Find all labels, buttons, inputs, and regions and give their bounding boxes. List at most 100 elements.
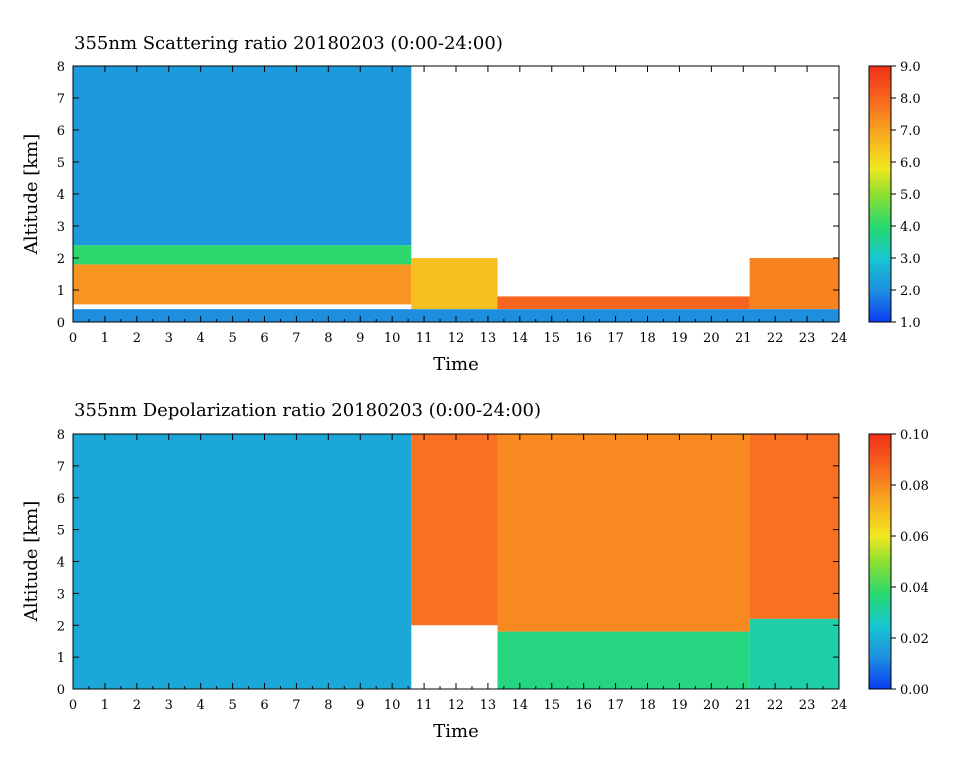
x-tick-label: 16 [575, 698, 592, 713]
x-tick-label: 17 [607, 331, 624, 346]
panel1-x-axis: 0 1 2 3 4 5 6 7 8 9 10 11 12 13 14 15 16 17 18 19 20 21 22 23 24 [69, 66, 847, 346]
panel2-x-label: Time [433, 721, 478, 742]
y-tick-label: 3 [57, 587, 65, 602]
x-tick-label: 4 [197, 698, 205, 713]
colorbar-tick-label: 4.0 [900, 220, 921, 235]
x-tick-label: 21 [735, 331, 752, 346]
colorbar-tick-label: 0.04 [900, 581, 929, 596]
y-tick-label: 1 [57, 651, 65, 666]
heatmap-region-4 [749, 434, 839, 619]
panel2-colorbar [868, 433, 892, 690]
x-tick-label: 1 [101, 698, 109, 713]
x-tick-label: 11 [416, 698, 433, 713]
x-tick-label: 22 [767, 331, 784, 346]
colorbar-tick-label: 9.0 [900, 60, 921, 75]
x-tick-label: 23 [799, 331, 816, 346]
x-tick-label: 2 [133, 698, 141, 713]
y-tick-label: 8 [57, 60, 65, 75]
x-tick-label: 0 [69, 331, 77, 346]
x-tick-label: 14 [512, 698, 529, 713]
heatmap-region-5 [749, 618, 839, 689]
x-tick-label: 6 [260, 698, 268, 713]
colorbar-tick-label: 2.0 [900, 284, 921, 299]
y-tick-label: 5 [57, 524, 65, 539]
y-tick-label: 0 [57, 683, 65, 698]
x-tick-label: 10 [384, 331, 401, 346]
heatmap-region-6 [749, 258, 839, 310]
x-tick-label: 18 [639, 698, 656, 713]
x-tick-label: 1 [101, 331, 109, 346]
y-tick-label: 2 [57, 619, 65, 634]
scattering-ratio-heatmap [73, 66, 839, 322]
x-tick-label: 15 [543, 698, 560, 713]
panel2-colorbar-ticks: 0.00 0.02 0.04 0.06 0.08 0.10 [891, 428, 929, 698]
x-tick-label: 9 [356, 331, 364, 346]
x-tick-label: 19 [671, 698, 688, 713]
colorbar-tick-label: 0.06 [900, 530, 929, 545]
panel1-y-label: Altitude [km] [21, 134, 42, 256]
colorbar-tick-label: 7.0 [900, 124, 921, 139]
panel1-y-axis: 0 1 2 3 4 5 6 7 8 [57, 60, 839, 331]
heatmap-region-0 [73, 434, 412, 689]
x-tick-label: 5 [228, 331, 236, 346]
y-tick-label: 4 [57, 188, 65, 203]
x-tick-label: 13 [480, 698, 497, 713]
x-tick-label: 21 [735, 698, 752, 713]
panel2-title: 355nm Depolarization ratio 20180203 (0:0… [74, 400, 541, 421]
x-tick-label: 13 [480, 331, 497, 346]
y-tick-label: 6 [57, 124, 65, 139]
y-tick-label: 5 [57, 156, 65, 171]
x-tick-label: 24 [831, 331, 848, 346]
heatmap-region-1 [73, 245, 412, 265]
y-tick-label: 3 [57, 220, 65, 235]
x-tick-label: 4 [197, 331, 205, 346]
colorbar-tick-label: 0.10 [900, 428, 929, 443]
colorbar-tick-label: 0.00 [900, 683, 929, 698]
x-tick-label: 7 [292, 698, 300, 713]
panel1-title: 355nm Scattering ratio 20180203 (0:00-24… [74, 33, 503, 54]
heatmap-region-3 [497, 631, 750, 689]
x-tick-label: 11 [416, 331, 433, 346]
panel2-x-axis: 0 1 2 3 4 5 6 7 8 9 10 11 12 13 14 15 16 17 18 19 20 21 22 23 24 [69, 434, 847, 713]
x-tick-label: 14 [512, 331, 529, 346]
x-tick-label: 8 [324, 331, 332, 346]
x-tick-label: 12 [448, 698, 465, 713]
x-tick-label: 17 [607, 698, 624, 713]
x-tick-label: 2 [133, 331, 141, 346]
x-tick-label: 18 [639, 331, 656, 346]
y-tick-label: 7 [57, 92, 65, 107]
x-tick-label: 24 [831, 698, 848, 713]
heatmap-region-2 [497, 434, 750, 632]
panel2-y-label: Altitude [km] [21, 501, 42, 623]
heatmap-region-5 [497, 296, 750, 310]
heatmap-region-3 [411, 258, 498, 310]
x-tick-label: 20 [703, 331, 720, 346]
x-tick-label: 10 [384, 698, 401, 713]
x-tick-label: 8 [324, 698, 332, 713]
x-tick-label: 9 [356, 698, 364, 713]
heatmap-region-2 [73, 66, 412, 246]
x-tick-label: 3 [165, 698, 173, 713]
y-tick-label: 1 [57, 284, 65, 299]
depolarization-ratio-heatmap [73, 434, 839, 689]
colorbar-tick-label: 8.0 [900, 92, 921, 107]
x-tick-label: 22 [767, 698, 784, 713]
x-tick-label: 3 [165, 331, 173, 346]
panel2-y-axis: 0 1 2 3 4 5 6 7 8 [57, 428, 839, 698]
y-tick-label: 4 [57, 556, 65, 571]
x-tick-label: 16 [575, 331, 592, 346]
x-tick-label: 6 [260, 331, 268, 346]
panel1-colorbar-ticks: 1.0 2.0 3.0 4.0 5.0 6.0 7.0 8.0 9.0 [891, 60, 921, 331]
y-tick-label: 0 [57, 316, 65, 331]
colorbar-tick-label: 3.0 [900, 252, 921, 267]
heatmap-region-1 [411, 434, 498, 626]
heatmap-region-0 [73, 264, 412, 305]
y-tick-label: 6 [57, 492, 65, 507]
y-tick-label: 7 [57, 460, 65, 475]
colorbar-tick-label: 6.0 [900, 156, 921, 171]
colorbar-tick-label: 5.0 [900, 188, 921, 203]
panel1-x-label: Time [433, 354, 478, 375]
colorbar-tick-label: 0.02 [900, 632, 929, 647]
x-tick-label: 19 [671, 331, 688, 346]
